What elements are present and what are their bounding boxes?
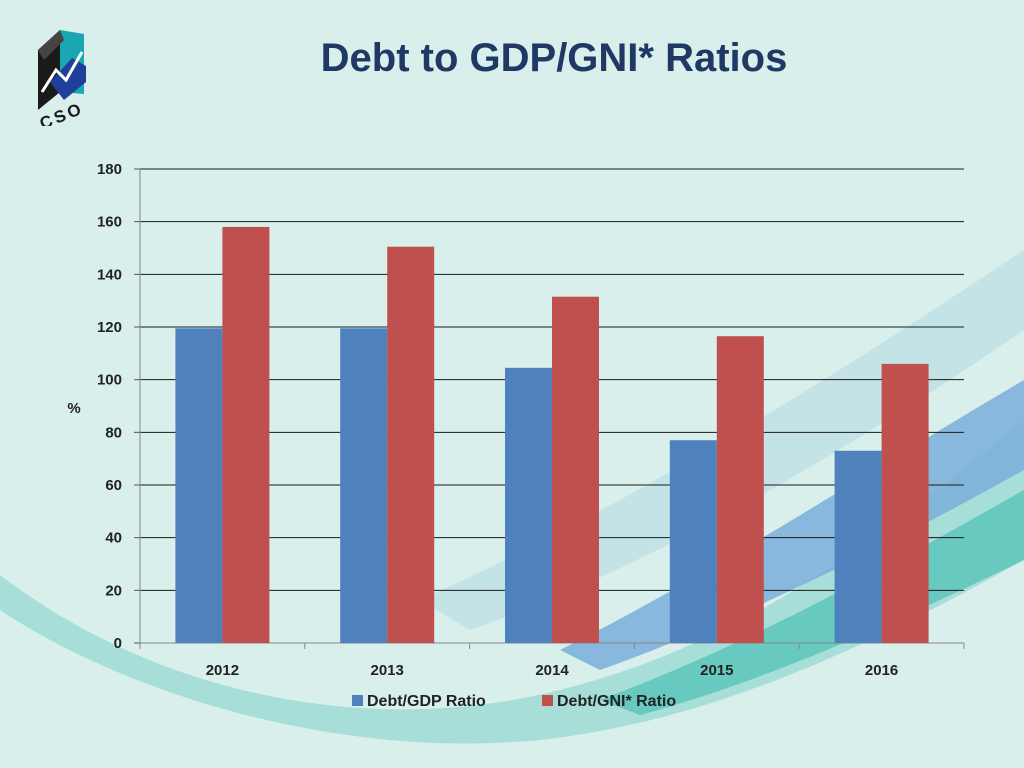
legend-swatch-gdp [352,695,363,706]
y-tick-label-80: 80 [105,424,122,441]
x-tick-label-2014: 2014 [535,662,569,679]
bar-gdp-2016 [834,450,882,643]
y-axis-label: % [67,400,80,417]
bar-gni-2015 [716,336,764,643]
bar-gdp-2014 [505,367,552,643]
x-tick-label-2012: 2012 [206,662,239,679]
y-tick-label-40: 40 [105,530,122,547]
bar-gni-2016 [881,363,929,643]
bar-gni-2014 [552,296,599,643]
y-tick-label-180: 180 [97,161,122,178]
x-tick-label-2016: 2016 [865,662,898,679]
y-tick-label-20: 20 [105,582,122,599]
slide-title: Debt to GDP/GNI* Ratios [320,36,788,80]
bar-gni-2012 [222,226,270,643]
bar-gdp-2013 [340,328,388,643]
legend-label-gdp: Debt/GDP Ratio [367,693,486,710]
y-tick-label-60: 60 [105,477,122,494]
y-tick-label-160: 160 [97,214,122,231]
bar-gdp-2015 [669,440,717,643]
y-tick-label-140: 140 [97,266,122,283]
y-tick-label-0: 0 [114,635,122,652]
x-tick-label-2013: 2013 [371,662,404,679]
x-tick-label-2015: 2015 [700,662,733,679]
bar-gdp-2012 [175,328,223,643]
y-tick-label-120: 120 [97,319,122,336]
legend-label-gni: Debt/GNI* Ratio [557,693,676,710]
legend-swatch-gni [542,695,553,706]
y-tick-label-100: 100 [97,372,122,389]
bar-gni-2013 [387,246,435,643]
